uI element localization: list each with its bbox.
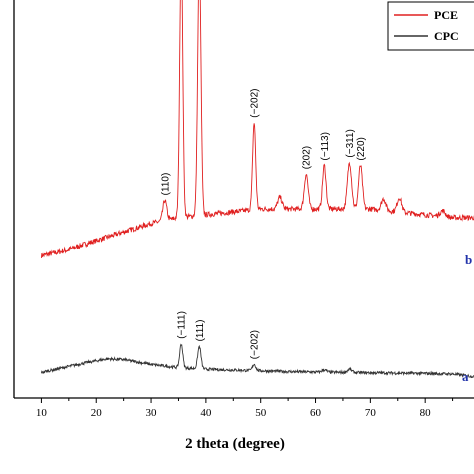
x-tick-label: 10 bbox=[36, 407, 48, 419]
trace-tag-a: a bbox=[462, 369, 469, 384]
trace-tags: ba bbox=[462, 252, 472, 384]
x-tick-label: 80 bbox=[420, 407, 432, 419]
traces bbox=[40, 0, 474, 379]
x-tick-label: 20 bbox=[91, 407, 103, 419]
peak-label: (−311) bbox=[345, 129, 356, 157]
legend-label-pce: PCE bbox=[434, 8, 458, 22]
trace-tag-b: b bbox=[465, 252, 472, 267]
peak-label: (−202) bbox=[250, 89, 261, 118]
series-line-cpc bbox=[40, 343, 474, 379]
x-axis-label: 2 theta (degree) bbox=[185, 436, 285, 452]
peak-label: (110) bbox=[160, 173, 171, 196]
x-tick-label: 50 bbox=[255, 407, 267, 419]
x-tick-label: 30 bbox=[146, 407, 158, 419]
legend-label-cpc: CPC bbox=[434, 29, 459, 43]
series-line-pce bbox=[40, 0, 474, 259]
peak-annotations: (110)(−111)(111)(−202)(202)(−113)(−311)(… bbox=[160, 89, 367, 360]
x-tick-label: 70 bbox=[365, 407, 377, 419]
peak-label: (111) bbox=[195, 320, 206, 342]
peak-label: (220) bbox=[356, 137, 367, 160]
legend: PCE CPC bbox=[387, 1, 474, 51]
legend-box bbox=[387, 1, 474, 51]
peak-label: (202) bbox=[302, 146, 313, 169]
peak-label: (−113) bbox=[320, 132, 331, 160]
peak-label: (−111) bbox=[177, 311, 188, 339]
peak-label: (−202) bbox=[250, 330, 261, 359]
x-ticks: 102030405060708090 bbox=[36, 398, 454, 419]
x-tick-label: 40 bbox=[200, 407, 212, 419]
x-tick-label: 60 bbox=[310, 407, 322, 419]
